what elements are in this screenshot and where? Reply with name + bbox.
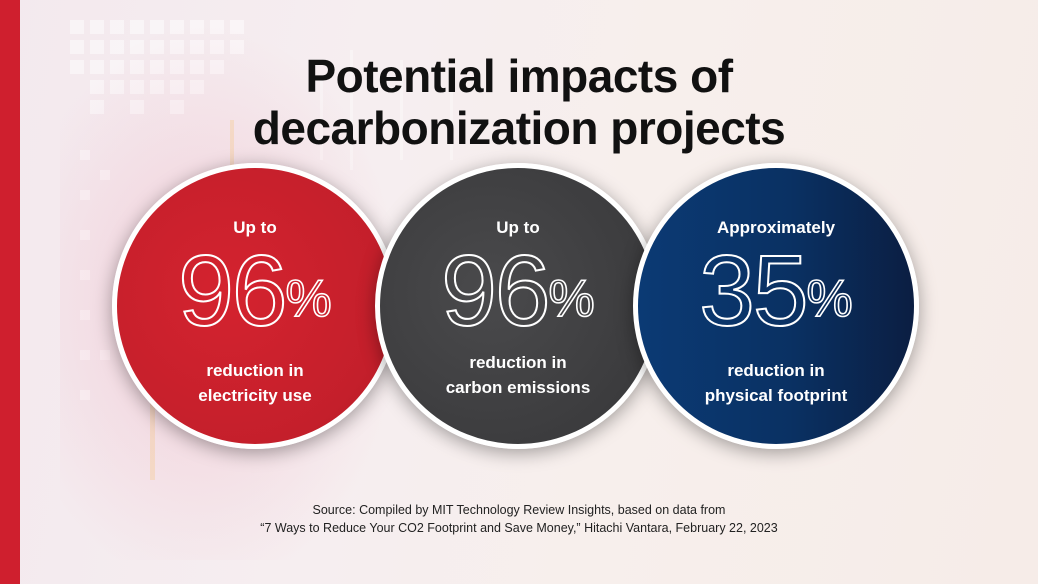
stat-value: 96%	[380, 235, 656, 347]
stat-description-line-2: electricity use	[198, 386, 312, 405]
source-line-2: “7 Ways to Reduce Your CO2 Footprint and…	[260, 521, 778, 535]
stat-prefix: Up to	[496, 218, 540, 237]
stat-value: 35%	[638, 235, 914, 347]
source-note: Source: Compiled by MIT Technology Revie…	[0, 501, 1038, 537]
stat-unit: %	[285, 269, 333, 329]
stat-circle-electricity: Up to 96% reduction in electricity use	[112, 163, 398, 449]
stat-number: 96	[177, 235, 288, 347]
stat-description-line-1: reduction in	[727, 361, 825, 380]
stat-description: reduction in physical footprint	[638, 358, 914, 408]
stat-description-line-1: reduction in	[469, 353, 567, 372]
stat-circle-footprint: Approximately 35% reduction in physical …	[633, 163, 919, 449]
stat-prefix: Approximately	[716, 218, 836, 237]
stat-number: 96	[440, 235, 551, 347]
stat-description-line-2: carbon emissions	[445, 378, 591, 397]
stat-value: 96%	[117, 235, 393, 347]
stat-number: 35	[698, 235, 809, 347]
stat-description: reduction in carbon emissions	[380, 350, 656, 400]
stat-description-line-1: reduction in	[206, 361, 304, 380]
stat-unit: %	[806, 269, 854, 329]
accent-bar	[0, 0, 20, 584]
title-line-1: Potential impacts of	[305, 50, 733, 102]
source-line-1: Source: Compiled by MIT Technology Revie…	[312, 503, 726, 517]
stat-prefix: Up to	[233, 218, 277, 237]
stat-circle-carbon: Up to 96% reduction in carbon emissions	[375, 163, 661, 449]
background-grid-art	[70, 20, 453, 480]
stat-unit: %	[548, 269, 596, 329]
page-title: Potential impacts of decarbonization pro…	[0, 50, 1038, 154]
title-line-2: decarbonization projects	[252, 102, 786, 154]
stat-description-line-2: physical footprint	[704, 386, 848, 405]
stat-description: reduction in electricity use	[117, 358, 393, 408]
